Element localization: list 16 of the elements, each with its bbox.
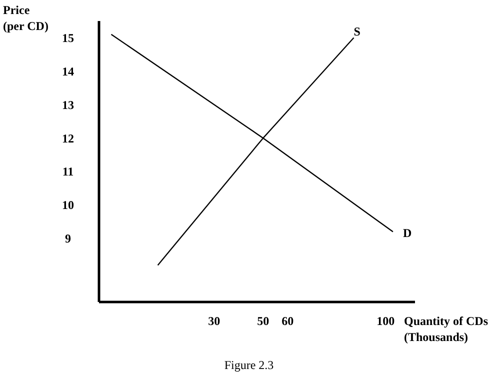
y-tick-label: 15 bbox=[62, 30, 74, 45]
y-tick-label: 14 bbox=[62, 64, 74, 78]
caption: Figure 2.3 bbox=[224, 358, 274, 372]
x-tick-label: 30 bbox=[208, 314, 220, 328]
y-tick-label: 12 bbox=[62, 131, 74, 146]
y-axis-title: Price (per CD) bbox=[3, 3, 48, 33]
x-tick-label: 60 bbox=[282, 314, 294, 328]
x-axis-title: Quantity of CDs (Thousands) bbox=[404, 314, 488, 344]
x-tick-label: 50 bbox=[257, 314, 270, 328]
y-tick-label: 10 bbox=[62, 198, 74, 212]
series-label: D bbox=[402, 226, 412, 240]
y-tick-label: 9 bbox=[65, 232, 71, 246]
series-label: S bbox=[354, 24, 361, 39]
x-tick-label: 100 bbox=[376, 314, 395, 328]
y-tick-label: 11 bbox=[62, 164, 74, 179]
y-tick-label: 13 bbox=[62, 98, 74, 112]
